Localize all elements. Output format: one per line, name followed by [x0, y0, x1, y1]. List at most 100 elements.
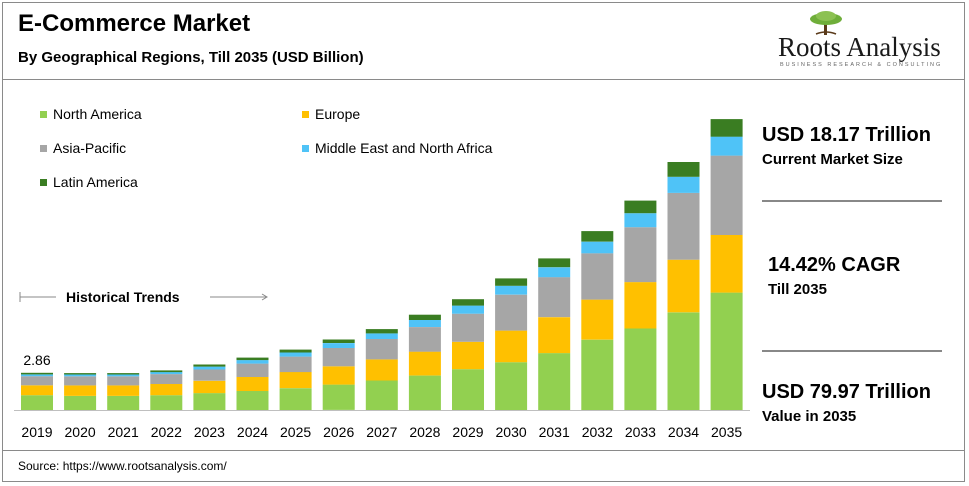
bar-segment-2021-europe: [107, 385, 140, 396]
bar-segment-2022-asia-pacific: [150, 374, 183, 384]
historical-trends-annotation: Historical Trends: [18, 289, 270, 305]
bar-segment-2034-asia-pacific: [667, 192, 700, 260]
bar-segment-2021-north-america: [107, 396, 140, 410]
legend-swatch: [302, 144, 309, 152]
x-tick-label-2025: 2025: [280, 424, 311, 440]
x-tick-label-2019: 2019: [21, 424, 52, 440]
bar-segment-2031-latin-america: [538, 258, 571, 268]
current-market-size-value: USD 18.17 Trillion: [762, 124, 931, 146]
bar-segment-2024-europe: [236, 377, 269, 391]
x-tick-label-2029: 2029: [452, 424, 483, 440]
bar-segment-2024-north-america: [236, 391, 269, 410]
bar-segment-2032-europe: [581, 299, 614, 340]
bar-segment-2035-north-america: [710, 292, 743, 410]
legend-label: Europe: [315, 106, 361, 122]
bar-segment-2033-asia-pacific: [624, 227, 657, 283]
x-tick-label-2021: 2021: [108, 424, 139, 440]
stat-divider: [762, 200, 942, 202]
bar-segment-2027-asia-pacific: [365, 339, 398, 360]
x-tick-label-2022: 2022: [151, 424, 182, 440]
cagr-value: 14.42% CAGR: [768, 254, 901, 276]
data-label-2019: 2.86: [23, 352, 50, 368]
logo-tagline: BUSINESS RESEARCH & CONSULTING: [780, 62, 943, 68]
cagr-label: Till 2035: [768, 281, 827, 298]
bar-segment-2022-north-america: [150, 395, 183, 410]
bar-segment-2026-north-america: [322, 384, 355, 410]
bar-segment-2023-europe: [193, 380, 226, 394]
bar-segment-2020-latin-america: [64, 373, 97, 375]
x-tick-label-2027: 2027: [366, 424, 397, 440]
bar-segment-2033-middle-east-and-north-africa: [624, 213, 657, 228]
bar-segment-2035-latin-america: [710, 119, 743, 137]
future-market-size-label: Value in 2035: [762, 408, 857, 425]
bar-segment-2028-europe: [408, 351, 441, 376]
bar-segment-2033-latin-america: [624, 200, 657, 214]
legend-swatch: [40, 110, 47, 118]
bar-segment-2026-asia-pacific: [322, 348, 355, 367]
bar-segment-2019-europe: [21, 385, 53, 396]
bar-segment-2034-europe: [667, 259, 700, 313]
bar-segment-2019-middle-east-and-north-africa: [21, 374, 53, 377]
bar-segment-2028-latin-america: [408, 314, 441, 320]
bar-segment-2021-asia-pacific: [107, 376, 140, 386]
chart-subtitle: By Geographical Regions, Till 2035 (USD …: [18, 49, 364, 66]
bar-segment-2031-asia-pacific: [538, 277, 571, 318]
legend-swatch: [40, 178, 47, 186]
x-tick-label-2033: 2033: [625, 424, 656, 440]
legend-label: North America: [53, 106, 142, 122]
x-tick-label-2020: 2020: [65, 424, 96, 440]
x-tick-label-2028: 2028: [409, 424, 440, 440]
bar-segment-2026-latin-america: [322, 339, 355, 343]
legend-swatch: [40, 144, 47, 152]
bar-segment-2029-asia-pacific: [452, 313, 484, 342]
bar-segment-2024-middle-east-and-north-africa: [236, 360, 269, 364]
current-market-size-label: Current Market Size: [762, 151, 903, 168]
bar-segment-2032-latin-america: [581, 231, 614, 242]
bar-segment-2023-north-america: [193, 393, 226, 410]
header-divider: [2, 79, 965, 80]
bar-segment-2026-europe: [322, 366, 355, 385]
bar-segment-2033-north-america: [624, 328, 657, 410]
bar-segment-2025-asia-pacific: [279, 356, 312, 373]
x-tick-label-2023: 2023: [194, 424, 225, 440]
source-note: Source: https://www.rootsanalysis.com/: [18, 459, 227, 473]
bar-segment-2027-europe: [365, 359, 398, 381]
chart-title: E-Commerce Market: [18, 10, 251, 37]
x-tick-label-2035: 2035: [711, 424, 742, 440]
bar-segment-2025-middle-east-and-north-africa: [279, 352, 312, 357]
bar-segment-2033-europe: [624, 282, 657, 329]
bar-segment-2024-asia-pacific: [236, 363, 269, 377]
bar-segment-2029-north-america: [452, 369, 484, 410]
bar-segment-2022-latin-america: [150, 370, 183, 373]
x-tick-label-2032: 2032: [582, 424, 613, 440]
bar-segment-2032-asia-pacific: [581, 253, 614, 300]
legend-item-mena: Middle East and North Africa: [302, 140, 492, 156]
bar-segment-2022-europe: [150, 384, 183, 396]
bar-segment-2023-asia-pacific: [193, 369, 226, 381]
legend-item-north-america: North America: [40, 106, 142, 122]
bar-segment-2025-latin-america: [279, 349, 312, 353]
bar-segment-2035-asia-pacific: [710, 155, 743, 235]
bar-segment-2019-north-america: [21, 395, 53, 410]
bar-segment-2020-asia-pacific: [64, 376, 97, 386]
historical-trends-label: Historical Trends: [66, 289, 180, 305]
bar-segment-2030-middle-east-and-north-africa: [495, 285, 528, 295]
footer-divider: [2, 450, 965, 451]
bar-segment-2021-middle-east-and-north-africa: [107, 374, 140, 377]
bar-segment-2019-asia-pacific: [21, 376, 53, 386]
bar-segment-2032-middle-east-and-north-africa: [581, 241, 614, 254]
bar-segment-2034-middle-east-and-north-africa: [667, 176, 700, 193]
bar-segment-2029-middle-east-and-north-africa: [452, 305, 484, 314]
legend-label: Asia-Pacific: [53, 140, 127, 156]
bar-segment-2031-europe: [538, 317, 571, 354]
future-market-size-value: USD 79.97 Trillion: [762, 381, 931, 403]
legend-swatch: [302, 110, 309, 118]
bar-segment-2020-europe: [64, 385, 97, 396]
bar-segment-2027-middle-east-and-north-africa: [365, 333, 398, 339]
bar-segment-2027-north-america: [365, 380, 398, 410]
x-tick-label-2030: 2030: [496, 424, 527, 440]
bar-segment-2024-latin-america: [236, 357, 269, 361]
x-tick-label-2026: 2026: [323, 424, 354, 440]
bar-segment-2031-middle-east-and-north-africa: [538, 267, 571, 278]
